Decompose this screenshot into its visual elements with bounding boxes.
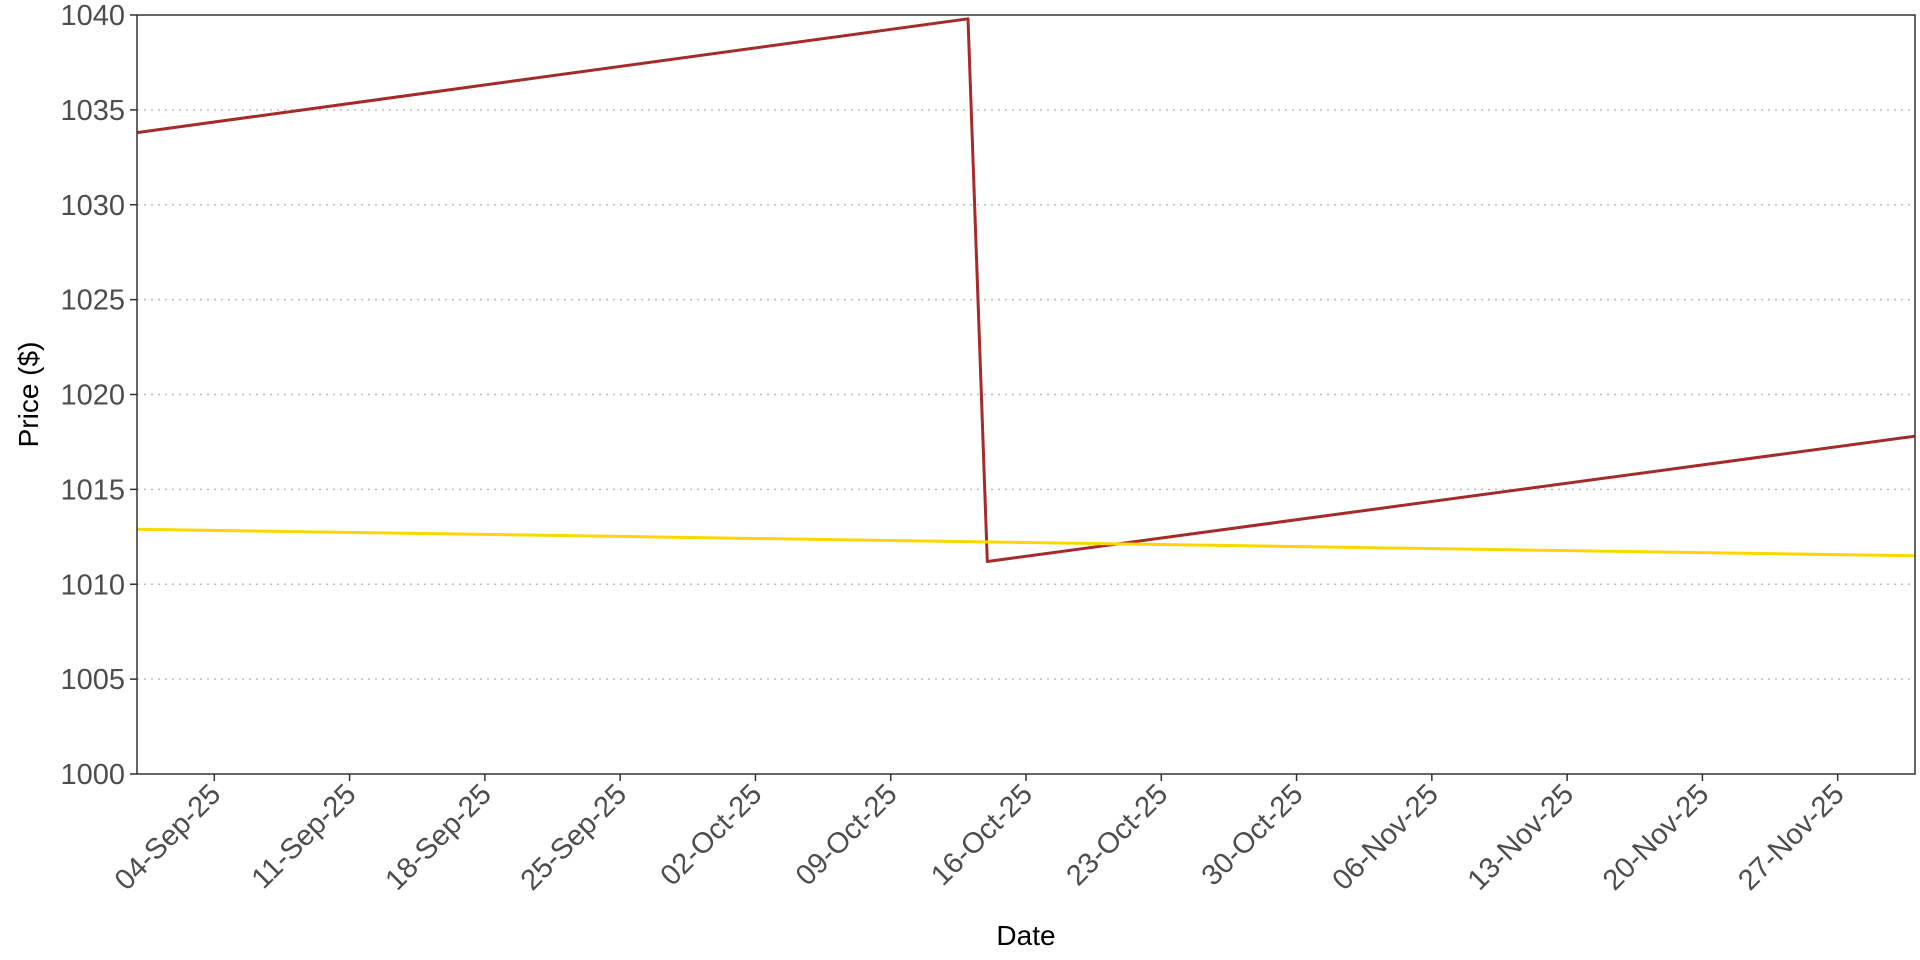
y-tick-label: 1010 (60, 569, 125, 601)
x-tick-label: 06-Nov-25 (1326, 778, 1444, 896)
x-tick-label: 09-Oct-25 (790, 778, 904, 892)
x-axis: 04-Sep-25 11-Sep-25 18-Sep-25 25-Sep-25 02-O… (109, 774, 1851, 897)
y-axis-title: Price ($) (13, 342, 44, 448)
y-tick-label: 1000 (60, 759, 125, 791)
y-tick-label: 1030 (60, 190, 125, 222)
x-tick-label: 13-Nov-25 (1462, 778, 1580, 896)
x-tick-label: 18-Sep-25 (379, 778, 497, 896)
x-tick-label: 20-Nov-25 (1597, 778, 1715, 896)
series-line-1 (136, 17, 1916, 563)
x-tick-label: 25-Sep-25 (515, 778, 633, 896)
series-line-2 (136, 527, 1916, 558)
x-axis-title: Date (996, 920, 1055, 951)
y-axis: 1000 1005 1010 1015 1020 1025 1030 1035 1040 (60, 0, 137, 791)
x-tick-label: 16-Oct-25 (925, 778, 1039, 892)
x-tick-label: 04-Sep-25 (109, 778, 227, 896)
y-tick-label: 1035 (60, 95, 125, 127)
y-tick-label: 1015 (60, 474, 125, 506)
grid-lines (137, 109, 1915, 680)
x-tick-label: 02-Oct-25 (655, 778, 769, 892)
y-tick-label: 1020 (60, 380, 125, 412)
x-tick-label: 11-Sep-25 (246, 778, 363, 895)
y-tick-label: 1025 (60, 285, 125, 317)
x-tick-label: 27-Nov-25 (1732, 778, 1850, 896)
y-tick-label: 1005 (60, 664, 125, 696)
x-tick-label: 23-Oct-25 (1060, 778, 1174, 892)
series-lines (136, 17, 1916, 563)
x-tick-label: 30-Oct-25 (1196, 778, 1310, 892)
y-tick-label: 1040 (60, 0, 125, 32)
